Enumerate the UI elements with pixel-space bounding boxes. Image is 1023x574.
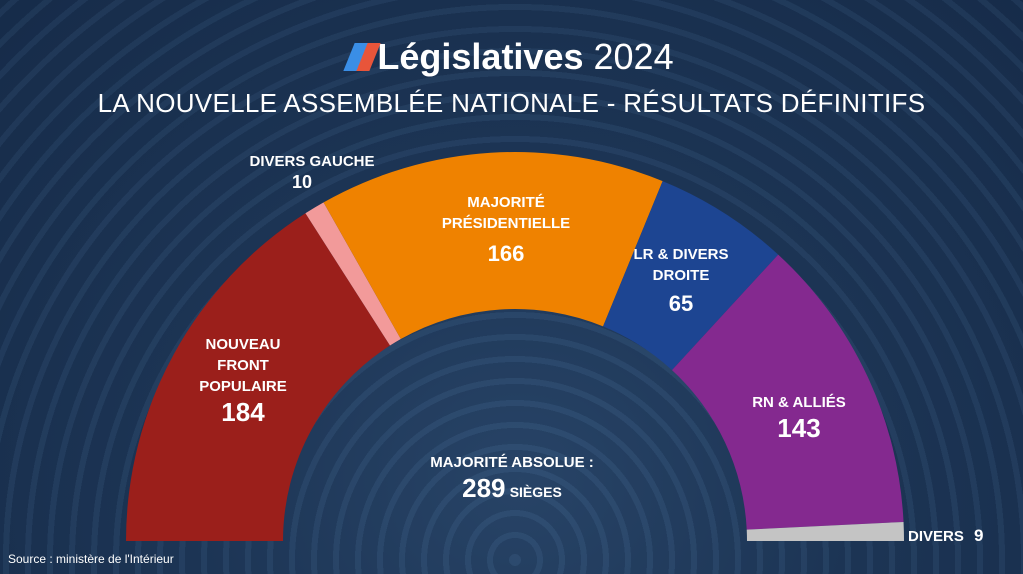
label-line: PRÉSIDENTIELLE [441,215,571,232]
label-line: NOUVEAU [205,336,281,353]
majority-value: 289 [462,473,506,503]
label-majorite-presidentielle: MAJORITÉ PRÉSIDENTIELLE 166 [442,192,570,269]
label-divers-gauche: DIVERS GAUCHE 10 [249,152,374,192]
label-line: POPULAIRE [199,378,287,395]
majority-unit: SIÈGES [509,484,562,500]
value-label: 9 [974,526,984,545]
value-label: 65 [668,291,694,316]
label-divers: DIVERS 9 [908,526,984,546]
hemicycle-segment-4 [671,254,904,530]
page-subtitle: LA NOUVELLE ASSEMBLÉE NATIONALE - RÉSULT… [97,88,926,118]
hemicycle-segment-5 [746,521,904,541]
hemicycle-segment-3 [603,181,779,371]
value-label: 10 [291,172,313,192]
logo-text: Législatives [377,36,584,77]
hemicycle-segment-1 [305,202,401,346]
label-rn: RN & ALLIÉS 143 [752,392,846,443]
label-nfp: NOUVEAU FRONT POPULAIRE 184 [199,334,287,427]
source-note: Source : ministère de l'Intérieur [8,552,174,566]
value-label: 166 [487,241,525,266]
label-line: DIVERS [908,528,964,545]
value-label: 143 [777,413,821,443]
brand-title: Législatives 2024 [0,36,1023,78]
value-label: 184 [221,397,265,427]
label-line: DIVERS GAUCHE [249,153,375,170]
hemicycle-segment-2 [323,152,663,340]
year: 2024 [593,36,674,77]
label-line: RN & ALLIÉS [752,394,846,411]
majority-label: MAJORITÉ ABSOLUE : [430,454,594,471]
label-line: FRONT [217,357,269,374]
label-line: MAJORITÉ [467,194,545,211]
label-lr: LR & DIVERS DROITE 65 [633,244,728,319]
label-line: DROITE [652,267,710,284]
majority-annotation: MAJORITÉ ABSOLUE : 289 SIÈGES [430,452,594,503]
hemicycle-segment-0 [126,213,391,542]
label-line: LR & DIVERS [633,246,729,263]
